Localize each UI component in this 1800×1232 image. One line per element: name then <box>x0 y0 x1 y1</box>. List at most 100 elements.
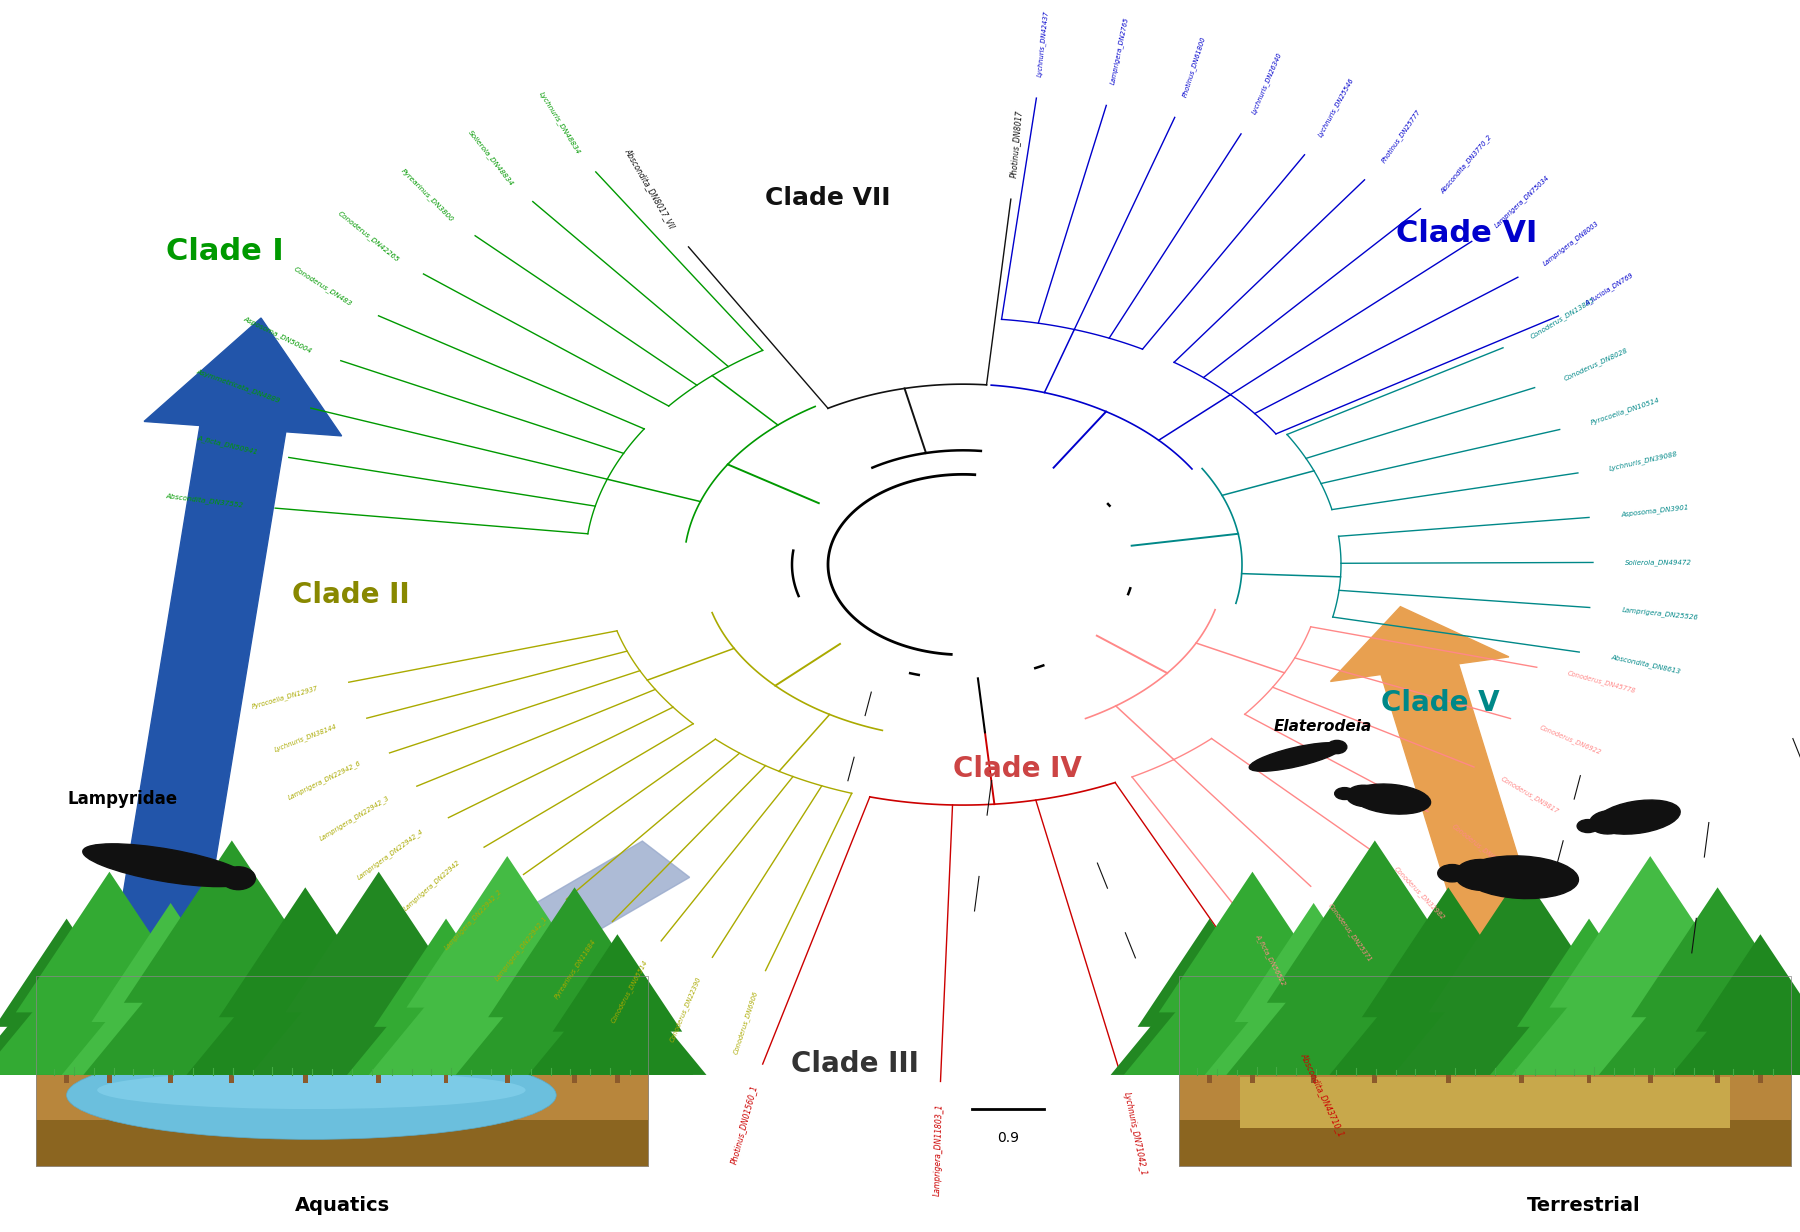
Ellipse shape <box>97 1071 526 1109</box>
Bar <box>1208 1069 1211 1083</box>
Text: Conoderus_DN22390: Conoderus_DN22390 <box>670 976 702 1044</box>
Polygon shape <box>187 930 425 1076</box>
Polygon shape <box>1393 919 1651 1076</box>
Polygon shape <box>1138 919 1282 1026</box>
FancyArrow shape <box>1330 606 1561 1003</box>
Text: Lamprigera_DN25526: Lamprigera_DN25526 <box>1622 606 1699 621</box>
Polygon shape <box>1670 967 1800 1076</box>
Bar <box>616 1069 619 1083</box>
Polygon shape <box>1427 872 1615 1013</box>
Ellipse shape <box>1336 787 1355 800</box>
Text: Lamprigera_DN8003: Lamprigera_DN8003 <box>1541 219 1600 266</box>
Text: Lamprigera_DN2765: Lamprigera_DN2765 <box>1109 16 1130 85</box>
Polygon shape <box>92 903 250 1023</box>
Text: Conoderus_DN45778: Conoderus_DN45778 <box>1568 670 1636 695</box>
Text: Lychnuris_DN39088: Lychnuris_DN39088 <box>1609 450 1679 472</box>
Ellipse shape <box>1589 811 1627 834</box>
Polygon shape <box>220 887 392 1018</box>
Polygon shape <box>1235 903 1393 1023</box>
Polygon shape <box>83 894 380 1076</box>
Text: Lamprigera_DN22942_2: Lamprigera_DN22942_2 <box>443 888 504 951</box>
Text: Photinus_DN01560_1: Photinus_DN01560_1 <box>729 1084 758 1165</box>
Polygon shape <box>347 955 545 1076</box>
Bar <box>1715 1069 1721 1083</box>
Bar <box>1586 1069 1591 1083</box>
Text: Conoderus_DN6906: Conoderus_DN6906 <box>733 991 760 1056</box>
Ellipse shape <box>1597 800 1679 834</box>
Bar <box>504 1069 509 1083</box>
Text: Clade IV: Clade IV <box>952 755 1082 784</box>
Polygon shape <box>488 887 661 1018</box>
Text: Abscondita_DN8017_VII: Abscondita_DN8017_VII <box>623 147 677 230</box>
Text: Conoderus_DN65514: Conoderus_DN65514 <box>610 958 648 1024</box>
Bar <box>229 1069 234 1083</box>
Text: A_ficta_DN50941: A_ficta_DN50941 <box>196 435 257 456</box>
Polygon shape <box>1226 894 1523 1076</box>
Polygon shape <box>1267 840 1483 1003</box>
Ellipse shape <box>1249 743 1343 771</box>
Text: Abscondita_DN8613: Abscondita_DN8613 <box>1611 653 1681 675</box>
Text: Conoderus_DN25371: Conoderus_DN25371 <box>1327 902 1373 963</box>
Text: Conoderus_DN13885: Conoderus_DN13885 <box>1528 296 1597 340</box>
Bar <box>1179 977 1791 1165</box>
Bar <box>36 1120 648 1165</box>
Bar <box>1519 1069 1525 1083</box>
Text: Conoderus_DN483: Conoderus_DN483 <box>292 265 353 307</box>
Bar <box>1759 1069 1762 1083</box>
Polygon shape <box>0 919 139 1026</box>
Polygon shape <box>1490 955 1688 1076</box>
Polygon shape <box>1123 919 1381 1076</box>
Polygon shape <box>284 872 472 1013</box>
Text: Pyrearinus_DN3800: Pyrearinus_DN3800 <box>400 168 455 223</box>
Text: Asymmetricata_DN4889: Asymmetricata_DN4889 <box>196 367 281 404</box>
Bar <box>1179 1069 1791 1165</box>
Bar <box>1310 1069 1316 1083</box>
Polygon shape <box>1363 887 1535 1018</box>
Bar <box>65 1069 68 1083</box>
Text: Lychnuris_DN71042_1: Lychnuris_DN71042_1 <box>1121 1092 1148 1177</box>
Bar <box>1179 1120 1791 1165</box>
Bar <box>36 977 648 1165</box>
Text: Clade V: Clade V <box>1381 689 1499 717</box>
Polygon shape <box>1598 930 1800 1076</box>
Bar <box>1240 1078 1730 1129</box>
Text: Clade II: Clade II <box>292 580 410 609</box>
Polygon shape <box>1550 856 1751 1008</box>
Text: Lychnuris_DN38144: Lychnuris_DN38144 <box>274 723 338 753</box>
Text: Lamprigera_DN22942_4: Lamprigera_DN22942_4 <box>355 828 425 881</box>
Text: Solierola_DN48834: Solierola_DN48834 <box>468 128 515 187</box>
Ellipse shape <box>67 1051 556 1140</box>
Polygon shape <box>124 840 340 1003</box>
FancyArrow shape <box>378 841 689 1037</box>
Polygon shape <box>61 942 279 1076</box>
Polygon shape <box>374 919 518 1026</box>
Polygon shape <box>1512 907 1789 1076</box>
Text: Photinus_DN8017: Photinus_DN8017 <box>1010 110 1024 177</box>
Bar <box>167 1069 173 1083</box>
Text: Lamprigera_DN22942_1: Lamprigera_DN22942_1 <box>493 914 549 982</box>
Text: Conoderus_DN9817: Conoderus_DN9817 <box>1499 775 1561 814</box>
Text: Lychnuris_DN26340: Lychnuris_DN26340 <box>1251 52 1283 116</box>
Polygon shape <box>250 919 508 1076</box>
Text: Elaterodeia: Elaterodeia <box>1274 719 1372 734</box>
Text: Conoderus_DN6922: Conoderus_DN6922 <box>1539 724 1602 755</box>
Text: Lamprigera_DN22942_3: Lamprigera_DN22942_3 <box>319 795 391 843</box>
Bar <box>1372 1069 1377 1083</box>
Text: A_ficta_DN56522: A_ficta_DN56522 <box>1255 933 1287 986</box>
Text: Clade III: Clade III <box>790 1050 920 1078</box>
Text: Lamprigera_DN22942_6: Lamprigera_DN22942_6 <box>286 759 362 801</box>
Text: Abscondita_DN3770_2: Abscondita_DN3770_2 <box>1438 133 1492 195</box>
Bar <box>376 1069 382 1083</box>
Text: Abscondita_DN43710_1: Abscondita_DN43710_1 <box>1300 1051 1346 1137</box>
Text: Clade VI: Clade VI <box>1397 219 1537 249</box>
Text: Lychnuris_DN42437: Lychnuris_DN42437 <box>1037 10 1049 76</box>
Ellipse shape <box>1346 785 1382 807</box>
Text: Aquatics: Aquatics <box>295 1196 389 1215</box>
Polygon shape <box>553 934 682 1031</box>
Bar <box>1445 1069 1451 1083</box>
Bar <box>106 1069 112 1083</box>
Polygon shape <box>1330 930 1568 1076</box>
Text: Clade I: Clade I <box>166 238 284 266</box>
Text: Solierola_DN49472: Solierola_DN49472 <box>1625 558 1692 565</box>
Text: Asposoma_DN50004: Asposoma_DN50004 <box>243 315 313 354</box>
